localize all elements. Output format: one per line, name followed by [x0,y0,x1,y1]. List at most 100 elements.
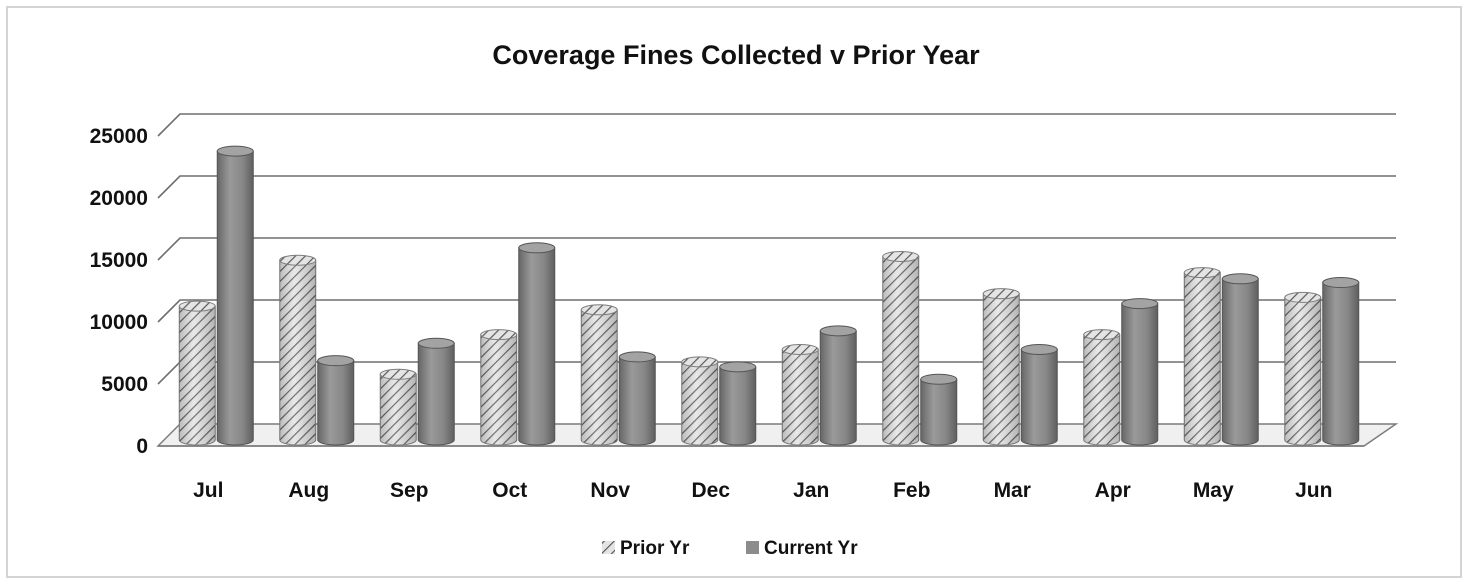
bar-current-yr-nov-body [618,356,656,446]
bar-current-yr-nov-cap [618,351,656,363]
bar-current-yr-jun [1322,277,1360,446]
bar-current-yr-feb [920,373,958,446]
x-tick-label: Aug [288,479,329,502]
x-tick-label: Mar [994,479,1031,502]
bar-current-yr-jul-body [216,150,254,446]
bar-prior-yr-jan [781,343,819,446]
bar-prior-yr-aug [279,254,317,446]
bar-prior-yr-jul-cap [178,300,216,312]
bar-current-yr-aug [317,355,355,446]
bar-prior-yr-feb-shade [882,256,919,445]
bar-current-yr-oct [518,242,556,446]
x-tick-label: Sep [390,479,429,502]
y-tick-label: 25000 [90,125,148,148]
x-tick-label: Nov [590,479,630,502]
bar-current-yr-sep [417,337,455,446]
bar-prior-yr-sep [379,368,417,446]
bars [178,145,1360,446]
y-tick-label: 10000 [90,311,148,334]
bar-prior-yr-nov [580,304,618,446]
legend-label-prior-yr: Prior Yr [620,538,690,559]
chart-title: Coverage Fines Collected v Prior Year [492,40,980,70]
bar-prior-yr-apr [1083,329,1121,446]
y-tick-label: 0 [136,435,148,458]
bar-prior-yr-jan-shade [782,349,819,445]
x-tick-label: Jan [793,479,829,502]
x-tick-label: Oct [492,479,527,502]
bar-prior-yr-mar-cap [982,288,1020,300]
legend-label-current-yr: Current Yr [764,538,858,559]
bar-current-yr-jun-cap [1322,277,1360,289]
bar-prior-yr-feb-cap [882,250,920,262]
bar-current-yr-aug-body [317,360,355,446]
bar-current-yr-dec-cap [719,361,757,373]
bar-current-yr-apr-cap [1121,298,1159,310]
bar-current-yr-may-body [1221,278,1259,446]
bar-prior-yr-sep-cap [379,368,417,380]
bar-prior-yr-jan-cap [781,343,819,355]
bar-prior-yr-oct-shade [480,334,517,445]
bar-prior-yr-aug-shade [279,260,316,445]
bar-current-yr-sep-body [417,342,455,446]
y-axis-tick-labels: 0 5000 10000 15000 20000 25000 [90,125,148,458]
bar-prior-yr-sep-shade [380,374,417,445]
bar-current-yr-mar-body [1020,348,1058,446]
bar-current-yr-mar-cap [1020,343,1058,355]
bar-prior-yr-nov-cap [580,304,618,316]
bar-prior-yr-aug-cap [279,254,317,266]
bar-prior-yr-dec-shade [681,361,718,445]
bar-prior-yr-nov-shade [581,309,618,445]
bar-prior-yr-dec-cap [681,356,719,368]
bar-current-yr-aug-cap [317,355,355,367]
bar-current-yr-feb-cap [920,373,958,385]
gridline [157,237,1396,261]
bar-current-yr-feb-body [920,378,958,446]
x-axis-tick-labels: Jul Aug Sep Oct Nov Dec Jan Feb Mar Apr May Jun [193,479,1332,502]
y-tick-label: 15000 [90,249,148,272]
bar-current-yr-oct-body [518,247,556,446]
bar-current-yr-jan-body [819,330,857,446]
bar-current-yr-apr [1121,298,1159,446]
bar-current-yr-jan [819,325,857,446]
y-tick-label: 20000 [90,187,148,210]
bar-prior-yr-may-shade [1184,272,1221,445]
legend-swatch-prior-yr [602,541,615,554]
bar-prior-yr-oct-cap [480,329,518,341]
bar-prior-yr-dec [681,356,719,446]
bar-prior-yr-apr-shade [1083,334,1120,445]
x-tick-label: Jul [193,479,223,502]
bar-current-yr-jan-cap [819,325,857,337]
x-tick-label: May [1193,479,1234,502]
gridline [157,113,1396,137]
bar-current-yr-jul [216,145,254,446]
bar-current-yr-dec [719,361,757,446]
bar-prior-yr-jun-shade [1284,297,1321,445]
gridline [157,175,1396,199]
legend-swatch-current-yr [746,541,759,554]
chart-svg: Coverage Fines Collected v Prior Year 0 5… [90,40,1399,559]
bar-prior-yr-may-cap [1183,267,1221,279]
bar-prior-yr-jun [1284,291,1322,446]
bar-current-yr-may-cap [1221,273,1259,285]
x-tick-label: Apr [1095,479,1131,502]
bar-current-yr-mar [1020,343,1058,446]
bar-prior-yr-jun-cap [1284,291,1322,303]
bar-prior-yr-oct [480,329,518,446]
bar-current-yr-jun-body [1322,282,1360,446]
bar-prior-yr-feb [882,250,920,446]
bar-current-yr-jul-cap [216,145,254,157]
bar-current-yr-may [1221,273,1259,446]
bar-current-yr-dec-body [719,366,757,446]
bar-prior-yr-mar-shade [983,293,1020,445]
bar-current-yr-sep-cap [417,337,455,349]
bar-prior-yr-jul [178,300,216,446]
legend: Prior Yr Current Yr [602,538,858,559]
y-tick-label: 5000 [101,373,148,396]
bar-prior-yr-may [1183,267,1221,446]
x-tick-label: Jun [1295,479,1332,502]
bar-prior-yr-jul-shade [179,306,216,445]
x-tick-label: Feb [893,479,930,502]
x-tick-label: Dec [691,479,730,502]
bar-current-yr-nov [618,351,656,446]
bar-current-yr-oct-cap [518,242,556,254]
